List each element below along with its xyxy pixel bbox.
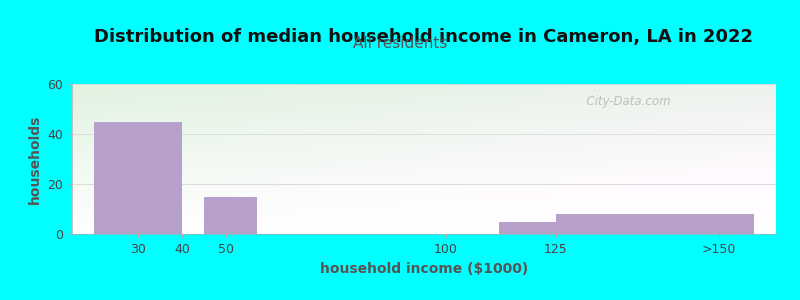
Bar [204,196,257,234]
Text: City-Data.com: City-Data.com [579,94,670,107]
Title: Distribution of median household income in Cameron, LA in 2022: Distribution of median household income … [94,28,754,46]
Text: All residents: All residents [353,36,447,51]
X-axis label: household income ($1000): household income ($1000) [320,262,528,276]
Bar [499,221,556,234]
Bar [94,122,182,234]
Y-axis label: households: households [27,114,42,204]
Bar [556,214,754,234]
